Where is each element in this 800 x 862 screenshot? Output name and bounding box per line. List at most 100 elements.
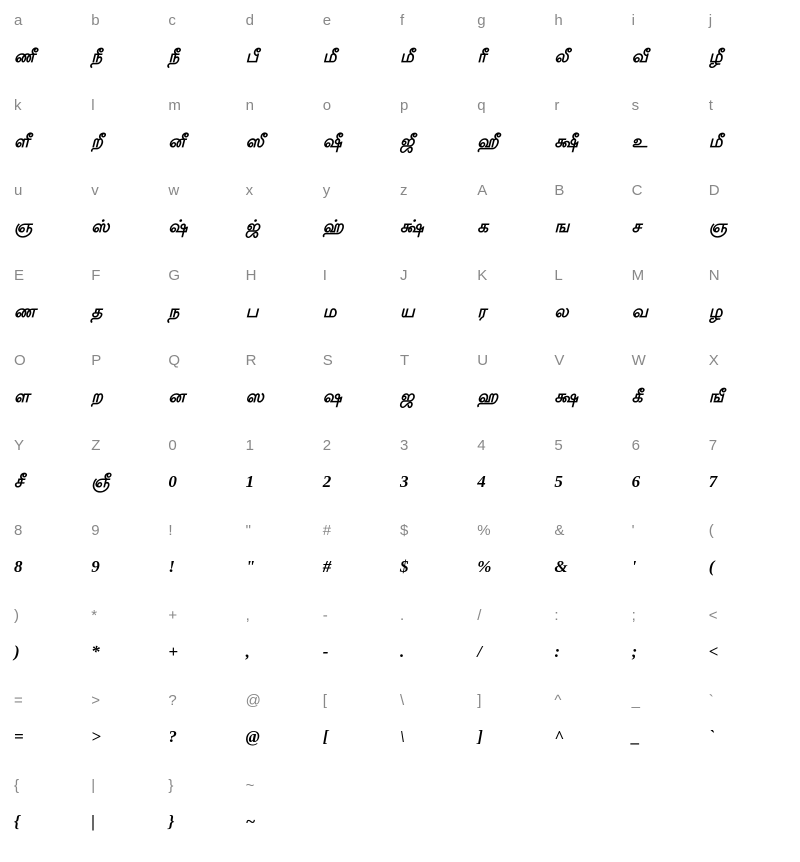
- charmap-key: w: [168, 182, 245, 199]
- charmap-glyph: த: [91, 302, 168, 324]
- charmap-glyph: (: [709, 557, 786, 577]
- charmap-key: h: [554, 12, 631, 29]
- charmap-glyph: 3: [400, 472, 477, 492]
- charmap-cell: ~~: [246, 777, 323, 862]
- charmap-glyph: 7: [709, 472, 786, 492]
- charmap-cell: $$: [400, 522, 477, 607]
- charmap-key: A: [477, 182, 554, 199]
- charmap-cell: ++: [168, 607, 245, 692]
- charmap-cell: aணீ: [14, 12, 91, 97]
- charmap-key: (: [709, 522, 786, 539]
- charmap-cell: \\: [400, 692, 477, 777]
- charmap-glyph: ஞ: [709, 217, 786, 239]
- charmap-glyph: ,: [246, 642, 323, 662]
- charmap-cell: oஷீ: [323, 97, 400, 182]
- charmap-glyph: றீ: [91, 132, 168, 154]
- charmap-glyph: ஷ: [323, 387, 400, 409]
- charmap-cell: bநீ: [91, 12, 168, 97]
- charmap-key: 2: [323, 437, 400, 454]
- charmap-cell: Aக: [477, 182, 554, 267]
- charmap-cell: ((: [709, 522, 786, 607]
- charmap-glyph: க்ஷீ: [554, 132, 631, 154]
- charmap-glyph: _: [632, 727, 709, 747]
- charmap-key: ,: [246, 607, 323, 624]
- charmap-glyph: ற: [91, 387, 168, 409]
- charmap-key: u: [14, 182, 91, 199]
- charmap-cell: Hப: [246, 267, 323, 352]
- charmap-glyph: ஸீ: [246, 132, 323, 154]
- charmap-glyph: நீ: [91, 47, 168, 69]
- charmap-cell: Dஞ: [709, 182, 786, 267]
- charmap-key: O: [14, 352, 91, 369]
- charmap-cell: ;;: [632, 607, 709, 692]
- charmap-cell: Uஹ: [477, 352, 554, 437]
- charmap-key: ?: [168, 692, 245, 709]
- charmap-key: `: [709, 692, 786, 709]
- charmap-glyph: ண: [14, 302, 91, 324]
- charmap-key: T: [400, 352, 477, 369]
- charmap-cell: Bங: [554, 182, 631, 267]
- charmap-key: &: [554, 522, 631, 539]
- charmap-key: [: [323, 692, 400, 709]
- charmap-cell: ``: [709, 692, 786, 777]
- charmap-glyph: ளீ: [14, 132, 91, 154]
- charmap-key: +: [168, 607, 245, 624]
- charmap-glyph: `: [709, 727, 786, 747]
- charmap-key: ;: [632, 607, 709, 624]
- charmap-cell: Vக்ஷ: [554, 352, 631, 437]
- charmap-key: y: [323, 182, 400, 199]
- charmap-key: G: [168, 267, 245, 284]
- charmap-glyph: னீ: [168, 132, 245, 154]
- charmap-key: *: [91, 607, 168, 624]
- charmap-cell: Rஸ: [246, 352, 323, 437]
- charmap-glyph: \: [400, 727, 477, 747]
- charmap-cell: Lல: [554, 267, 631, 352]
- charmap-glyph: 6: [632, 472, 709, 492]
- charmap-glyph: .: [400, 642, 477, 662]
- charmap-key: 9: [91, 522, 168, 539]
- charmap-key: J: [400, 267, 477, 284]
- charmap-cell: sஉ: [632, 97, 709, 182]
- charmap-key: j: [709, 12, 786, 29]
- charmap-glyph: 5: [554, 472, 631, 492]
- charmap-glyph: >: [91, 727, 168, 747]
- charmap-cell: eமீ: [323, 12, 400, 97]
- charmap-key: Z: [91, 437, 168, 454]
- charmap-key: f: [400, 12, 477, 29]
- charmap-key: t: [709, 97, 786, 114]
- charmap-glyph: மீ: [323, 47, 400, 69]
- charmap-cell: 00: [168, 437, 245, 522]
- charmap-key: ": [246, 522, 323, 539]
- charmap-glyph: 0: [168, 472, 245, 492]
- charmap-key: n: [246, 97, 323, 114]
- charmap-cell: Cச: [632, 182, 709, 267]
- charmap-key: K: [477, 267, 554, 284]
- charmap-glyph: ஙீ: [709, 387, 786, 409]
- charmap-key: N: [709, 267, 786, 284]
- charmap-cell: >>: [91, 692, 168, 777]
- charmap-glyph: உ: [632, 132, 709, 154]
- charmap-cell: Tஜ: [400, 352, 477, 437]
- charmap-glyph: ~: [246, 812, 323, 832]
- charmap-cell: 66: [632, 437, 709, 522]
- charmap-cell: ,,: [246, 607, 323, 692]
- charmap-key: |: [91, 777, 168, 794]
- charmap-cell: Oள: [14, 352, 91, 437]
- charmap-cell: ??: [168, 692, 245, 777]
- charmap-glyph: ர: [477, 302, 554, 324]
- charmap-cell: zக்ஷ்: [400, 182, 477, 267]
- charmap-cell: ]]: [477, 692, 554, 777]
- charmap-cell: ==: [14, 692, 91, 777]
- charmap-cell: tமீ: [709, 97, 786, 182]
- charmap-cell: 44: [477, 437, 554, 522]
- charmap-glyph: ஜ: [400, 387, 477, 409]
- charmap-key: ': [632, 522, 709, 539]
- charmap-glyph: -: [323, 642, 400, 662]
- charmap-glyph: ணீ: [14, 47, 91, 69]
- charmap-key: k: [14, 97, 91, 114]
- charmap-glyph: 9: [91, 557, 168, 577]
- charmap-key: d: [246, 12, 323, 29]
- charmap-key: Q: [168, 352, 245, 369]
- charmap-glyph: ": [246, 557, 323, 577]
- charmap-key: 0: [168, 437, 245, 454]
